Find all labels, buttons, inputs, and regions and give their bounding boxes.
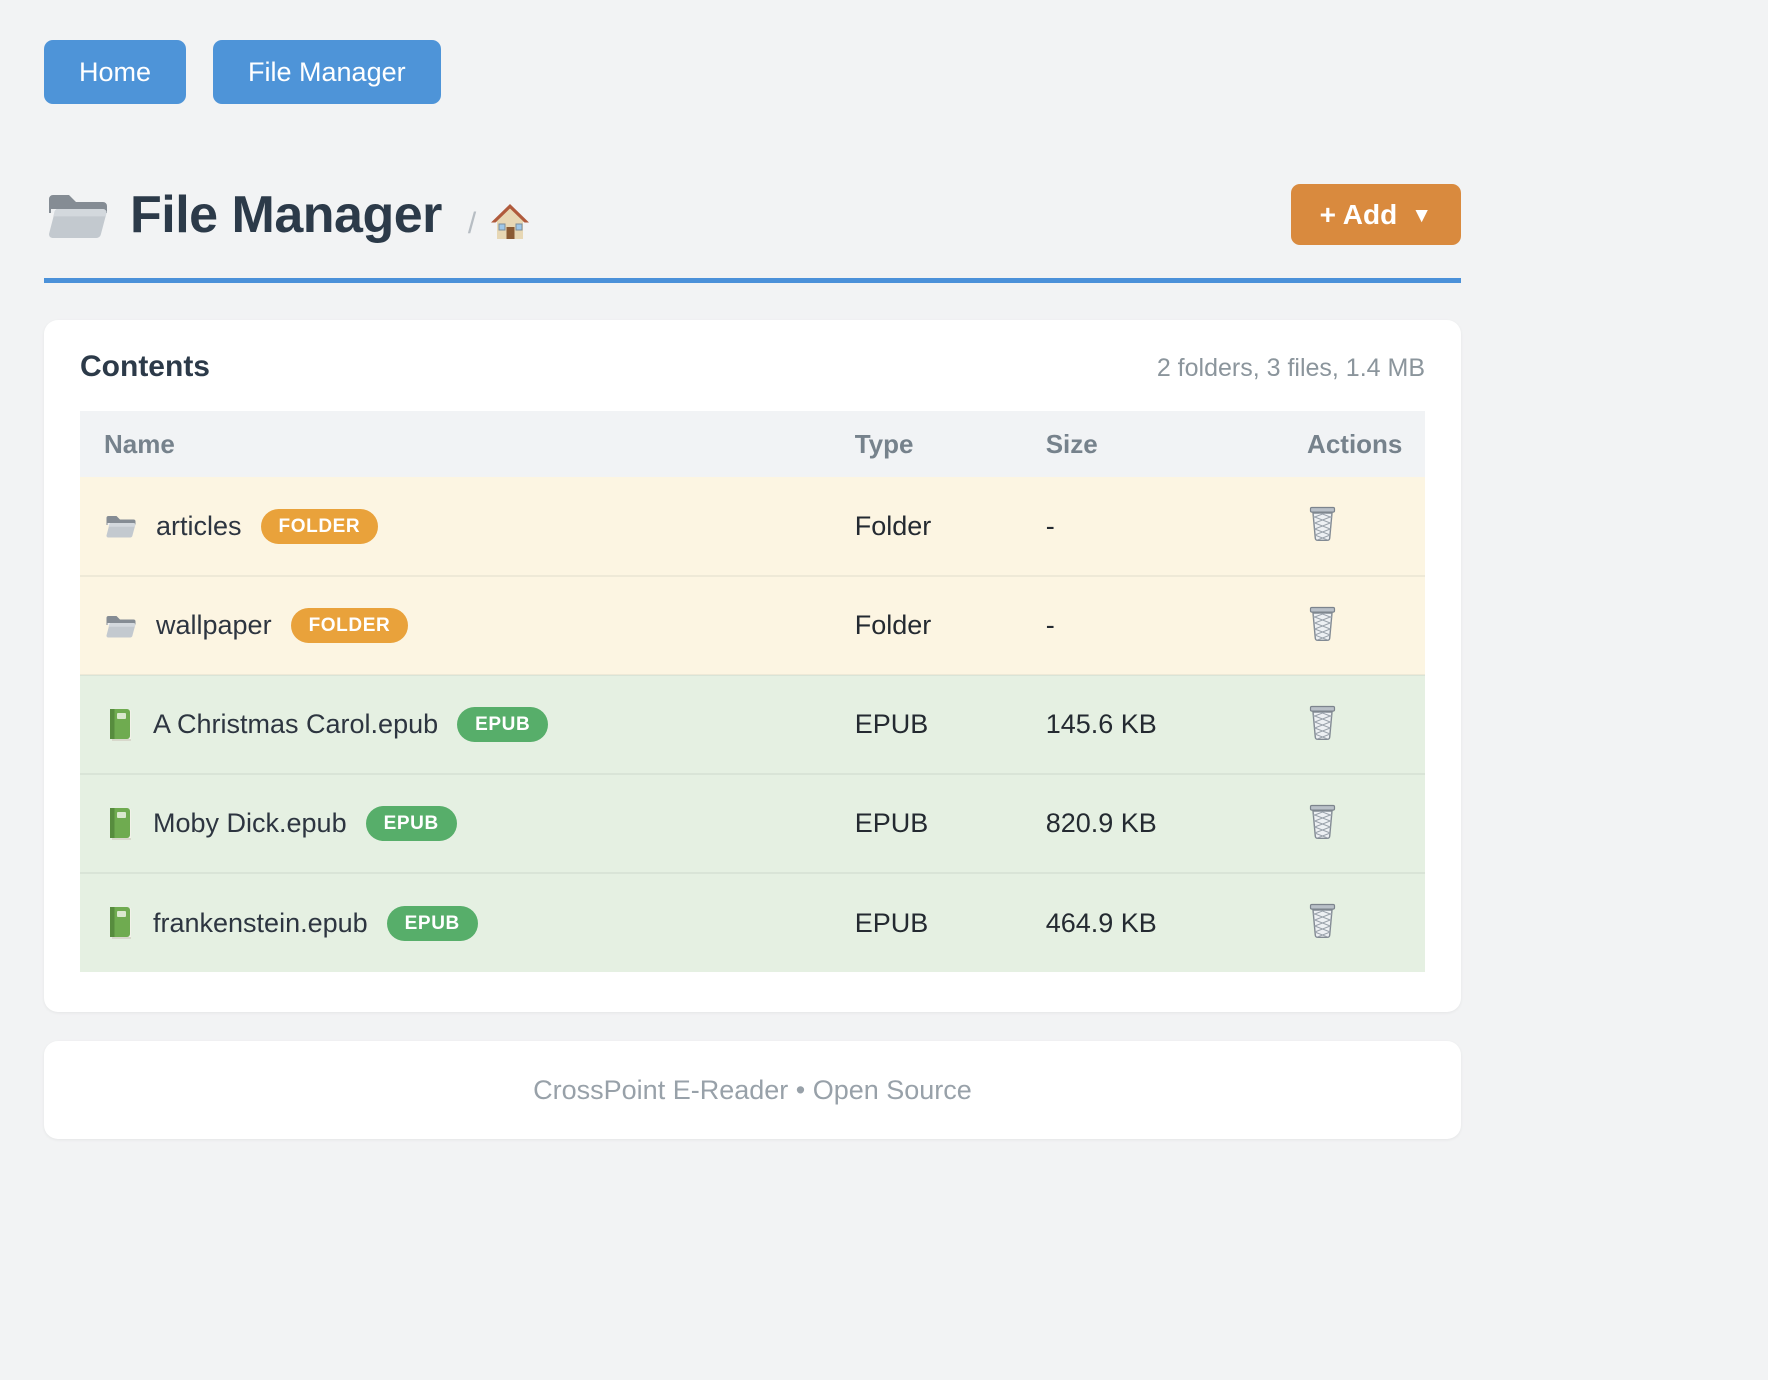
size-cell: 145.6 KB (1045, 674, 1278, 774)
home-button[interactable]: Home (44, 40, 187, 104)
contents-card: Contents 2 folders, 3 files, 1.4 MB Name… (44, 320, 1461, 1012)
column-header-size: Size (1045, 411, 1278, 477)
epub-badge: EPUB (386, 905, 478, 941)
table-row-christmas-carol[interactable]: A Christmas Carol.epub EPUB EPUB 145.6 K… (80, 674, 1425, 774)
file-name[interactable]: Moby Dick.epub (153, 808, 347, 838)
folder-badge: FOLDER (290, 608, 409, 643)
size-cell: 464.9 KB (1045, 872, 1278, 972)
file-name[interactable]: A Christmas Carol.epub (153, 709, 439, 739)
file-name[interactable]: articles (156, 510, 242, 541)
size-cell: - (1045, 510, 1055, 541)
table-header-row: Name Type Size Actions (80, 411, 1425, 477)
caret-down-icon: ▼ (1411, 203, 1432, 227)
wastebasket-icon (1307, 703, 1338, 740)
card-header: Contents 2 folders, 3 files, 1.4 MB (80, 350, 1425, 384)
wastebasket-icon (1307, 802, 1338, 839)
title-group: File Manager / (44, 185, 530, 245)
type-cell: Folder (854, 575, 1046, 675)
table-row-moby-dick[interactable]: Moby Dick.epub EPUB EPUB 820.9 KB (80, 773, 1425, 873)
breadcrumb-separator: / (467, 206, 477, 240)
page: Home File Manager File Manager / + Add ▼… (44, 0, 1461, 1139)
header-divider (44, 278, 1461, 283)
file-manager-button[interactable]: File Manager (213, 40, 441, 104)
type-cell: EPUB (854, 872, 1046, 972)
open-folder-icon (44, 187, 110, 243)
wastebasket-icon (1307, 504, 1338, 541)
size-cell: 820.9 KB (1045, 773, 1278, 873)
folder-badge: FOLDER (260, 508, 379, 544)
delete-button[interactable] (1307, 901, 1338, 938)
column-header-type: Type (854, 411, 1046, 477)
top-nav: Home File Manager (44, 40, 1461, 104)
wastebasket-icon (1307, 604, 1338, 641)
file-table: Name Type Size Actions articles FOLDER F… (80, 411, 1425, 972)
table-row-frankenstein[interactable]: frankenstein.epub EPUB EPUB 464.9 KB (80, 872, 1425, 972)
table-row-articles[interactable]: articles FOLDER Folder - (80, 477, 1425, 576)
delete-button[interactable] (1307, 504, 1338, 541)
add-button-label: + Add (1319, 198, 1398, 230)
column-header-name: Name (80, 411, 855, 477)
folder-icon (104, 511, 137, 541)
contents-summary: 2 folders, 3 files, 1.4 MB (1156, 354, 1425, 382)
file-name[interactable]: wallpaper (156, 610, 272, 640)
card-title: Contents (80, 350, 210, 383)
green-book-icon (104, 807, 134, 841)
home-icon[interactable] (490, 203, 530, 241)
wastebasket-icon (1307, 901, 1338, 938)
table-row-wallpaper[interactable]: wallpaper FOLDER Folder - (80, 575, 1425, 675)
delete-button[interactable] (1307, 604, 1338, 641)
file-name[interactable]: frankenstein.epub (153, 907, 368, 938)
page-header: File Manager / + Add ▼ (44, 184, 1461, 245)
type-cell: EPUB (854, 674, 1046, 774)
column-header-actions: Actions (1277, 411, 1425, 477)
epub-badge: EPUB (365, 806, 457, 841)
page-title: File Manager (130, 185, 442, 244)
delete-button[interactable] (1307, 703, 1338, 740)
folder-icon (104, 611, 137, 641)
size-cell: - (1045, 575, 1278, 675)
epub-badge: EPUB (457, 707, 549, 742)
delete-button[interactable] (1307, 802, 1338, 839)
type-cell: EPUB (854, 773, 1046, 873)
add-button[interactable]: + Add ▼ (1290, 184, 1461, 245)
footer-text: CrossPoint E-Reader • Open Source (533, 1074, 972, 1105)
green-book-icon (104, 708, 134, 742)
type-cell: Folder (854, 510, 932, 541)
footer: CrossPoint E-Reader • Open Source (44, 1041, 1461, 1139)
green-book-icon (104, 906, 134, 940)
